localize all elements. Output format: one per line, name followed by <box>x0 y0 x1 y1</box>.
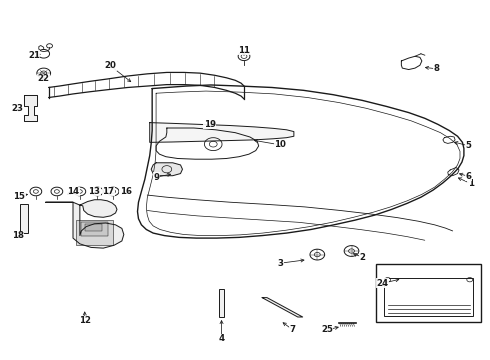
Text: 25: 25 <box>321 325 333 334</box>
Text: 17: 17 <box>102 187 114 196</box>
Bar <box>76 220 113 244</box>
Bar <box>20 204 27 233</box>
Text: 9: 9 <box>153 173 159 182</box>
Text: 7: 7 <box>290 325 296 334</box>
Text: 8: 8 <box>434 64 440 73</box>
Polygon shape <box>24 95 37 121</box>
Polygon shape <box>262 298 303 317</box>
Text: 16: 16 <box>120 187 132 196</box>
Bar <box>81 222 108 235</box>
Text: 21: 21 <box>28 51 40 60</box>
Polygon shape <box>46 200 124 248</box>
Text: 13: 13 <box>89 187 100 196</box>
Text: 5: 5 <box>466 141 472 150</box>
Text: 10: 10 <box>274 140 286 149</box>
Text: 11: 11 <box>238 46 250 55</box>
Text: 6: 6 <box>466 172 472 181</box>
Bar <box>85 224 102 231</box>
Polygon shape <box>151 163 182 176</box>
Text: 12: 12 <box>79 316 91 325</box>
Text: 22: 22 <box>38 75 49 84</box>
Text: 24: 24 <box>377 279 389 288</box>
Bar <box>376 264 481 321</box>
Bar <box>384 278 473 316</box>
Text: 15: 15 <box>13 192 25 201</box>
Text: 2: 2 <box>359 253 365 262</box>
Bar <box>219 289 224 317</box>
Text: 14: 14 <box>67 187 79 196</box>
Text: 20: 20 <box>105 62 117 71</box>
Text: 3: 3 <box>277 259 283 268</box>
Text: 1: 1 <box>468 179 474 188</box>
Text: 4: 4 <box>219 334 224 343</box>
Polygon shape <box>150 123 294 142</box>
Text: 18: 18 <box>12 231 24 240</box>
Text: 19: 19 <box>204 120 216 129</box>
Text: 23: 23 <box>12 104 24 113</box>
